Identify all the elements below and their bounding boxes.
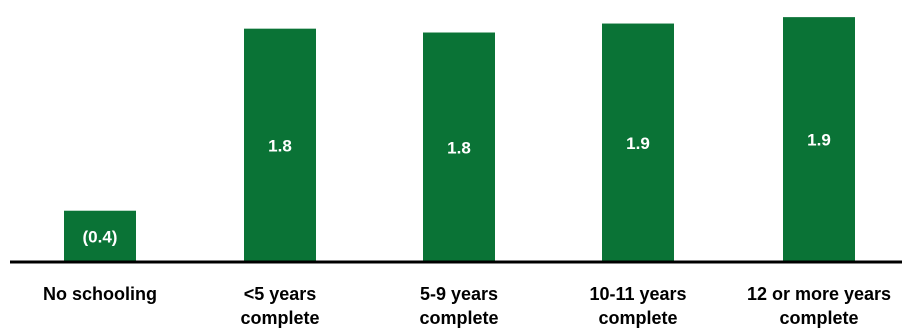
bar-3	[602, 23, 674, 262]
bar-value-label-1: 1.8	[268, 136, 292, 155]
bar-1	[244, 28, 316, 262]
bar-value-label-0: (0.4)	[83, 227, 118, 246]
bar-2	[423, 32, 495, 263]
bar-0	[64, 210, 136, 262]
category-label-3-line-0: 10-11 years	[589, 284, 686, 304]
category-label-4-line-1: complete	[779, 308, 858, 328]
category-label-3-line-1: complete	[598, 308, 677, 328]
value-labels-group: (0.4) 1.8 1.8 1.9 1.9	[83, 131, 831, 247]
category-label-2-line-0: 5-9 years	[420, 284, 498, 304]
category-label-0-line-0: No schooling	[43, 284, 157, 304]
bar-value-label-3: 1.9	[626, 134, 650, 153]
category-label-1-line-0: <5 years	[244, 284, 317, 304]
bar-4	[783, 17, 855, 262]
category-label-1-line-1: complete	[240, 308, 319, 328]
category-labels-group: No schooling <5 years complete 5-9 years com…	[43, 284, 891, 328]
bar-value-label-2: 1.8	[447, 138, 471, 157]
bars-group	[64, 17, 855, 263]
category-label-2-line-1: complete	[419, 308, 498, 328]
category-label-4-line-0: 12 or more years	[747, 284, 891, 304]
bar-value-label-4: 1.9	[807, 131, 831, 150]
